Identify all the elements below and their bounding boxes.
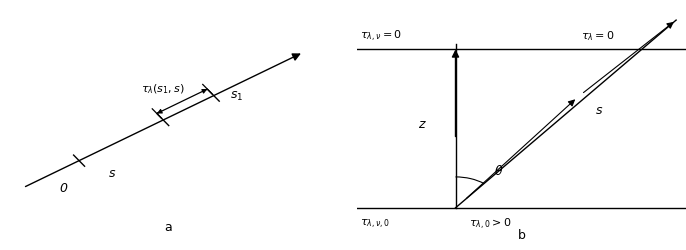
Text: $s_1$: $s_1$ bbox=[230, 90, 243, 103]
Text: a: a bbox=[164, 220, 172, 233]
Text: $\tau_{\lambda,\nu}=0$: $\tau_{\lambda,\nu}=0$ bbox=[360, 29, 402, 44]
Text: $\theta$: $\theta$ bbox=[494, 164, 503, 177]
Text: b: b bbox=[517, 228, 525, 241]
Text: $s$: $s$ bbox=[595, 104, 603, 117]
Text: $s$: $s$ bbox=[108, 166, 117, 179]
Text: $\tau_{\lambda,0}>0$: $\tau_{\lambda,0}>0$ bbox=[469, 216, 511, 231]
Text: $z$: $z$ bbox=[418, 118, 427, 131]
Text: 0: 0 bbox=[59, 182, 67, 194]
Text: $\tau_{\lambda,\nu,0}$: $\tau_{\lambda,\nu,0}$ bbox=[360, 217, 390, 230]
Text: $\tau_\lambda(s_1,s)$: $\tau_\lambda(s_1,s)$ bbox=[141, 82, 185, 96]
Text: $\tau_{\lambda}=0$: $\tau_{\lambda}=0$ bbox=[580, 30, 614, 43]
